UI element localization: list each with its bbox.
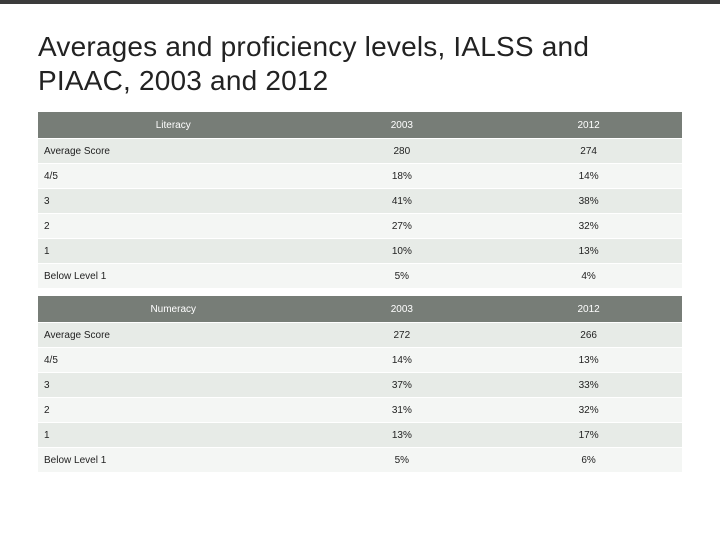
header-col-2012: 2012: [495, 112, 682, 138]
slide: Averages and proficiency levels, IALSS a…: [0, 0, 720, 540]
row-label: Below Level 1: [38, 264, 308, 288]
row-label: 4/5: [38, 164, 308, 188]
table-row: 4/5 14% 13%: [38, 348, 682, 372]
table-row: Below Level 1 5% 6%: [38, 448, 682, 472]
row-val-2003: 27%: [308, 214, 495, 238]
header-label: Literacy: [38, 112, 308, 138]
row-val-2003: 18%: [308, 164, 495, 188]
row-val-2003: 10%: [308, 239, 495, 263]
row-val-2012: 6%: [495, 448, 682, 472]
table-header: Numeracy 2003 2012: [38, 296, 682, 322]
table-row: 3 37% 33%: [38, 373, 682, 397]
table-row: 4/5 18% 14%: [38, 164, 682, 188]
row-val-2012: 17%: [495, 423, 682, 447]
header-col-2012: 2012: [495, 296, 682, 322]
table-row: 3 41% 38%: [38, 189, 682, 213]
row-val-2003: 41%: [308, 189, 495, 213]
row-val-2012: 13%: [495, 348, 682, 372]
row-val-2012: 38%: [495, 189, 682, 213]
row-label: Below Level 1: [38, 448, 308, 472]
row-label: 3: [38, 373, 308, 397]
row-label: 2: [38, 398, 308, 422]
row-val-2012: 266: [495, 323, 682, 347]
row-label: Average Score: [38, 323, 308, 347]
row-label: 4/5: [38, 348, 308, 372]
literacy-table: Literacy 2003 2012 Average Score 280 274…: [38, 111, 682, 289]
tables-container: Literacy 2003 2012 Average Score 280 274…: [38, 111, 682, 473]
table-row: 1 10% 13%: [38, 239, 682, 263]
header-col-2003: 2003: [308, 296, 495, 322]
row-val-2003: 280: [308, 139, 495, 163]
table-row: 1 13% 17%: [38, 423, 682, 447]
row-val-2003: 37%: [308, 373, 495, 397]
row-val-2012: 13%: [495, 239, 682, 263]
header-col-2003: 2003: [308, 112, 495, 138]
row-val-2012: 32%: [495, 398, 682, 422]
row-val-2003: 5%: [308, 448, 495, 472]
row-label: 3: [38, 189, 308, 213]
row-val-2012: 14%: [495, 164, 682, 188]
table-row: Average Score 272 266: [38, 323, 682, 347]
row-val-2003: 5%: [308, 264, 495, 288]
row-val-2003: 13%: [308, 423, 495, 447]
table-row: Below Level 1 5% 4%: [38, 264, 682, 288]
row-val-2003: 14%: [308, 348, 495, 372]
row-val-2012: 33%: [495, 373, 682, 397]
row-val-2012: 274: [495, 139, 682, 163]
row-val-2012: 32%: [495, 214, 682, 238]
table-header: Literacy 2003 2012: [38, 112, 682, 138]
table-row: 2 27% 32%: [38, 214, 682, 238]
row-label: 1: [38, 239, 308, 263]
header-label: Numeracy: [38, 296, 308, 322]
slide-title: Averages and proficiency levels, IALSS a…: [38, 30, 682, 97]
row-val-2003: 31%: [308, 398, 495, 422]
row-val-2003: 272: [308, 323, 495, 347]
table-row: Average Score 280 274: [38, 139, 682, 163]
row-val-2012: 4%: [495, 264, 682, 288]
table-row: 2 31% 32%: [38, 398, 682, 422]
row-label: Average Score: [38, 139, 308, 163]
row-label: 1: [38, 423, 308, 447]
numeracy-table: Numeracy 2003 2012 Average Score 272 266…: [38, 295, 682, 473]
top-accent-bar: [0, 0, 720, 4]
row-label: 2: [38, 214, 308, 238]
